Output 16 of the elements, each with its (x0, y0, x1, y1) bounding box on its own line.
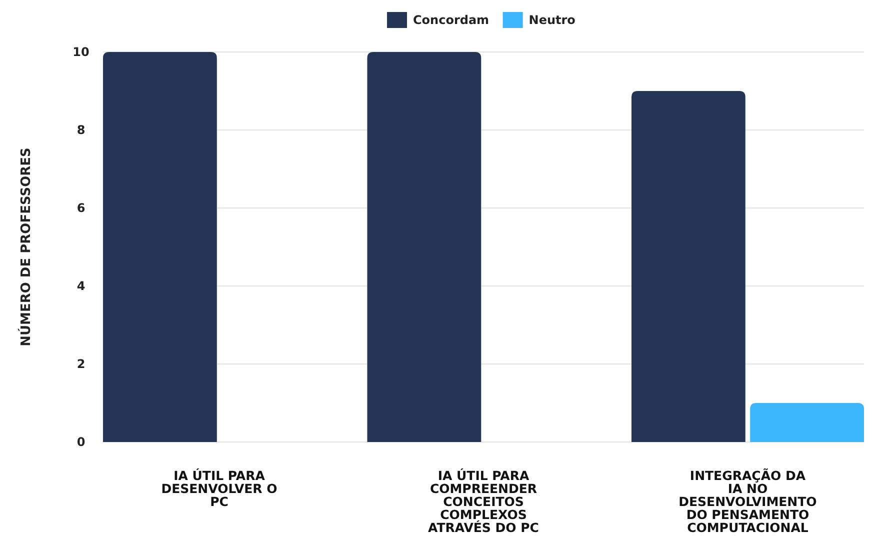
legend-label: Neutro (528, 13, 576, 28)
bar (103, 52, 217, 442)
x-tick-label: IA ÚTIL PARA DESENVOLVER O PC (161, 468, 278, 509)
y-axis-title: NÚMERO DE PROFESSORES (17, 148, 34, 346)
bar (367, 52, 482, 442)
bar (631, 91, 746, 442)
legend-label: Concordam (413, 13, 490, 28)
y-tick-label: 2 (76, 357, 86, 372)
x-tick-label: INTEGRAÇÃO DA IA NO DESENVOLVIMENTO DO PENSAMENTO COMPUTACIONAL (678, 468, 817, 535)
y-tick-label: 10 (72, 45, 90, 60)
y-tick-label: 8 (76, 123, 86, 138)
y-tick-label: 0 (76, 435, 86, 450)
bar (750, 403, 864, 442)
y-tick-label: 4 (76, 279, 86, 294)
y-tick-label: 6 (76, 201, 86, 216)
x-tick-label: IA ÚTIL PARA COMPREENDER CONCEITOS COMPLEXOS ATRAVÉS DO PC (428, 468, 539, 535)
